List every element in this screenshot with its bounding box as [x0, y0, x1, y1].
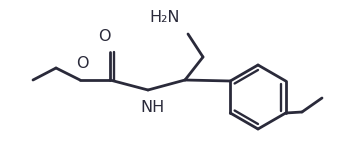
Text: O: O — [98, 29, 110, 44]
Text: H₂N: H₂N — [150, 10, 180, 25]
Text: O: O — [76, 56, 88, 71]
Text: NH: NH — [141, 100, 165, 115]
